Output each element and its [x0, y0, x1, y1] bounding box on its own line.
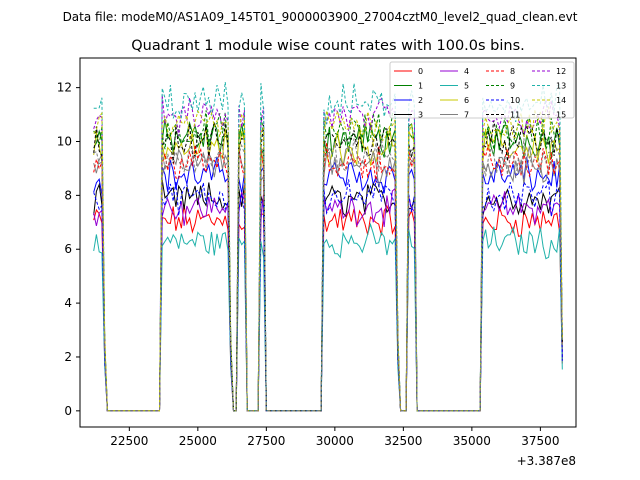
series-line-0	[93, 204, 563, 412]
legend-label-11: 11	[510, 111, 520, 120]
x-tick-label: 22500	[110, 434, 148, 448]
x-tick-label: 35000	[453, 434, 491, 448]
series-line-4	[93, 187, 563, 412]
legend-label-9: 9	[510, 82, 515, 91]
series-line-11	[93, 120, 563, 412]
x-tick-label: 27500	[247, 434, 285, 448]
y-tick-label: 10	[57, 134, 72, 148]
legend-label-0: 0	[418, 67, 423, 76]
figure-suptitle: Data file: modeM0/AS1A09_145T01_90000039…	[63, 10, 578, 24]
series-line-1	[93, 118, 563, 412]
legend-label-15: 15	[556, 111, 566, 120]
series-line-5	[93, 222, 563, 412]
series-line-13	[93, 81, 563, 412]
legend-box	[389, 61, 575, 119]
series-line-8	[93, 142, 563, 412]
series-line-2	[93, 156, 563, 412]
legend-label-13: 13	[556, 82, 566, 91]
x-tick-label: 25000	[179, 434, 217, 448]
legend-label-14: 14	[556, 96, 566, 105]
series-line-14	[93, 106, 563, 412]
series-line-9	[93, 110, 563, 412]
y-tick-label: 6	[64, 242, 72, 256]
chart-title: Quadrant 1 module wise count rates with …	[131, 38, 525, 54]
y-tick-label: 12	[57, 81, 72, 95]
legend-label-7: 7	[464, 111, 469, 120]
legend-label-2: 2	[418, 96, 423, 105]
legend-label-8: 8	[510, 67, 515, 76]
x-axis-offset-label: +3.387e8	[517, 454, 576, 468]
y-tick-label: 8	[64, 188, 72, 202]
axes-layer: 22500 25000 27500 30000 32500 35000 37500 0 2 4 6 8…	[57, 81, 560, 448]
legend-label-6: 6	[464, 96, 469, 105]
legend-label-12: 12	[556, 67, 566, 76]
legend-label-1: 1	[418, 82, 423, 91]
series-line-15	[93, 138, 563, 412]
legend-label-5: 5	[464, 82, 469, 91]
legend-label-4: 4	[464, 67, 469, 76]
x-tick-label: 30000	[316, 434, 354, 448]
x-tick-label: 32500	[384, 434, 422, 448]
y-tick-label: 0	[64, 404, 72, 418]
legend-label-3: 3	[418, 111, 423, 120]
y-tick-label: 2	[64, 350, 72, 364]
plot-frame	[79, 57, 577, 428]
series-layer	[93, 81, 563, 412]
x-tick-label: 37500	[521, 434, 559, 448]
legend-label-10: 10	[510, 96, 520, 105]
y-tick-label: 4	[64, 296, 72, 310]
